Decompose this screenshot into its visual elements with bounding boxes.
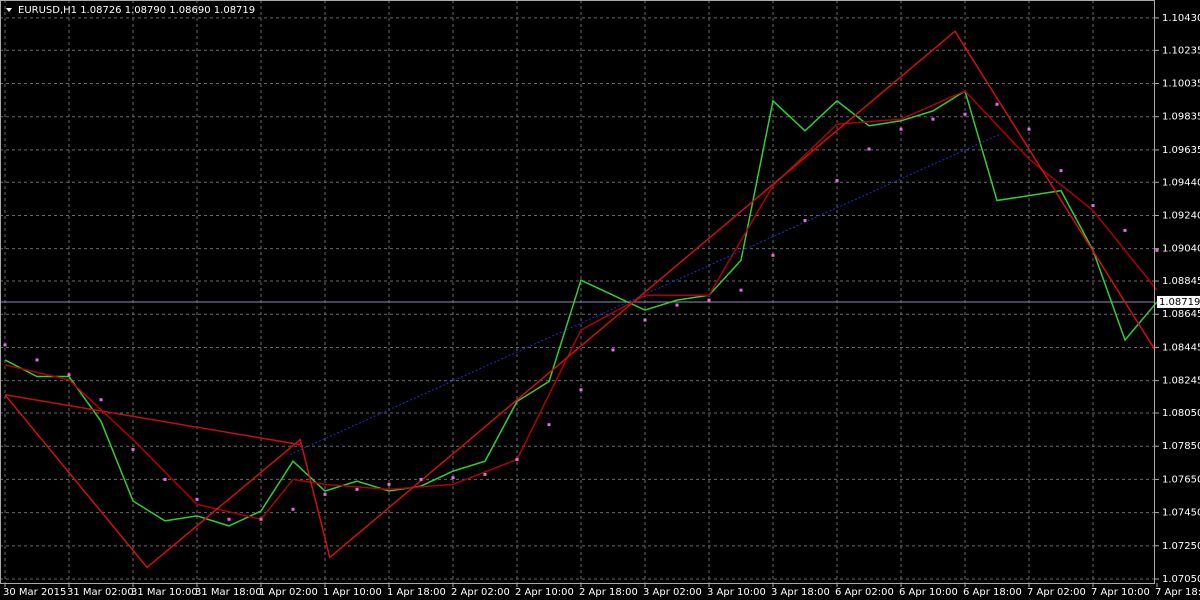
series-line	[4, 30, 1156, 569]
sar-dot	[195, 497, 199, 501]
sar-dot	[835, 179, 839, 183]
y-tick-label: 1.08845	[1162, 276, 1200, 287]
x-tick-label: 1 Apr 10:00	[323, 587, 382, 598]
sar-dot	[611, 348, 615, 352]
x-tick-label: 6 Apr 18:00	[963, 587, 1022, 598]
sar-dot	[131, 448, 135, 452]
current-price-label: 1.08719	[1159, 297, 1200, 308]
plot-border	[0, 0, 1155, 584]
sar-dot	[707, 298, 711, 302]
x-tick-label: 6 Apr 10:00	[899, 587, 958, 598]
sar-dot	[963, 112, 967, 116]
x-tick-label: 1 Apr 02:00	[259, 587, 318, 598]
sar-dot	[323, 492, 327, 496]
sar-dot	[99, 398, 103, 402]
sar-dot	[163, 477, 167, 481]
sar-dot	[579, 388, 583, 392]
sar-dot	[387, 482, 391, 486]
y-tick-label: 1.09040	[1162, 244, 1200, 255]
sar-dot	[515, 457, 519, 461]
y-tick-label: 1.07850	[1162, 441, 1200, 452]
menu-icon[interactable]	[6, 8, 12, 12]
plot-area	[0, 0, 1159, 583]
x-tick-label: 31 Mar 18:00	[195, 587, 262, 598]
sar-dot	[739, 288, 743, 292]
sar-dot	[227, 517, 231, 521]
y-tick-label: 1.07250	[1162, 541, 1200, 552]
chart-title: EURUSD,H1 1.08726 1.08790 1.08690 1.0871…	[18, 5, 255, 16]
series-line	[4, 394, 301, 446]
sar-dot	[771, 253, 775, 257]
sar-dot	[1027, 127, 1031, 131]
sar-dot	[451, 476, 455, 480]
sar-dot	[67, 373, 71, 377]
y-tick-label: 1.10235	[1162, 45, 1200, 56]
y-tick-label: 1.09440	[1162, 177, 1200, 188]
x-tick-label: 30 Mar 2015	[3, 587, 66, 598]
sar-dot	[675, 303, 679, 307]
sar-dot	[1155, 248, 1159, 252]
y-tick-label: 1.09240	[1162, 210, 1200, 221]
sar-dot	[643, 318, 647, 322]
x-tick-label: 7 Apr 02:00	[1027, 587, 1086, 598]
y-tick-label: 1.07650	[1162, 474, 1200, 485]
x-tick-label: 31 Mar 02:00	[67, 587, 134, 598]
x-tick-label: 6 Apr 02:00	[835, 587, 894, 598]
x-tick-label: 1 Apr 18:00	[387, 587, 446, 598]
y-tick-label: 1.09635	[1162, 145, 1200, 156]
sar-dot	[899, 127, 903, 131]
sar-dot	[35, 358, 39, 362]
y-tick-label: 1.07050	[1162, 574, 1200, 585]
y-tick-label: 1.09835	[1162, 112, 1200, 123]
sar-dot	[547, 423, 551, 427]
sar-dot	[867, 147, 871, 151]
x-tick-label: 3 Apr 10:00	[707, 587, 766, 598]
sar-dot	[1091, 204, 1095, 208]
sar-dot	[419, 477, 423, 481]
x-tick-label: 3 Apr 02:00	[643, 587, 702, 598]
sar-dot	[291, 507, 295, 511]
x-tick-label: 2 Apr 18:00	[579, 587, 638, 598]
sar-dot	[1059, 169, 1063, 173]
sar-dot	[483, 472, 487, 476]
sar-dot	[931, 117, 935, 121]
sar-dot	[3, 343, 7, 347]
y-tick-label: 1.08645	[1162, 309, 1200, 320]
x-tick-label: 2 Apr 10:00	[515, 587, 574, 598]
x-tick-label: 31 Mar 10:00	[131, 587, 198, 598]
x-tick-label: 2 Apr 02:00	[451, 587, 510, 598]
x-tick-label: 3 Apr 18:00	[771, 587, 830, 598]
x-tick-label: 7 Apr 10:00	[1091, 587, 1150, 598]
x-tick-label: 7 Apr 18:00	[1155, 587, 1200, 598]
series-line	[4, 90, 1158, 521]
y-tick-label: 1.08445	[1162, 342, 1200, 353]
sar-dot	[1123, 228, 1127, 232]
y-tick-label: 1.10430	[1162, 13, 1200, 24]
y-tick-label: 1.07450	[1162, 508, 1200, 519]
current-price-box	[1157, 295, 1200, 308]
series-line	[289, 133, 1001, 455]
y-tick-label: 1.10035	[1162, 78, 1200, 89]
y-tick-label: 1.08245	[1162, 376, 1200, 387]
sar-dot	[355, 487, 359, 491]
y-tick-label: 1.08050	[1162, 408, 1200, 419]
sar-dot	[995, 102, 999, 106]
sar-dot	[803, 218, 807, 222]
sar-dot	[259, 517, 263, 521]
